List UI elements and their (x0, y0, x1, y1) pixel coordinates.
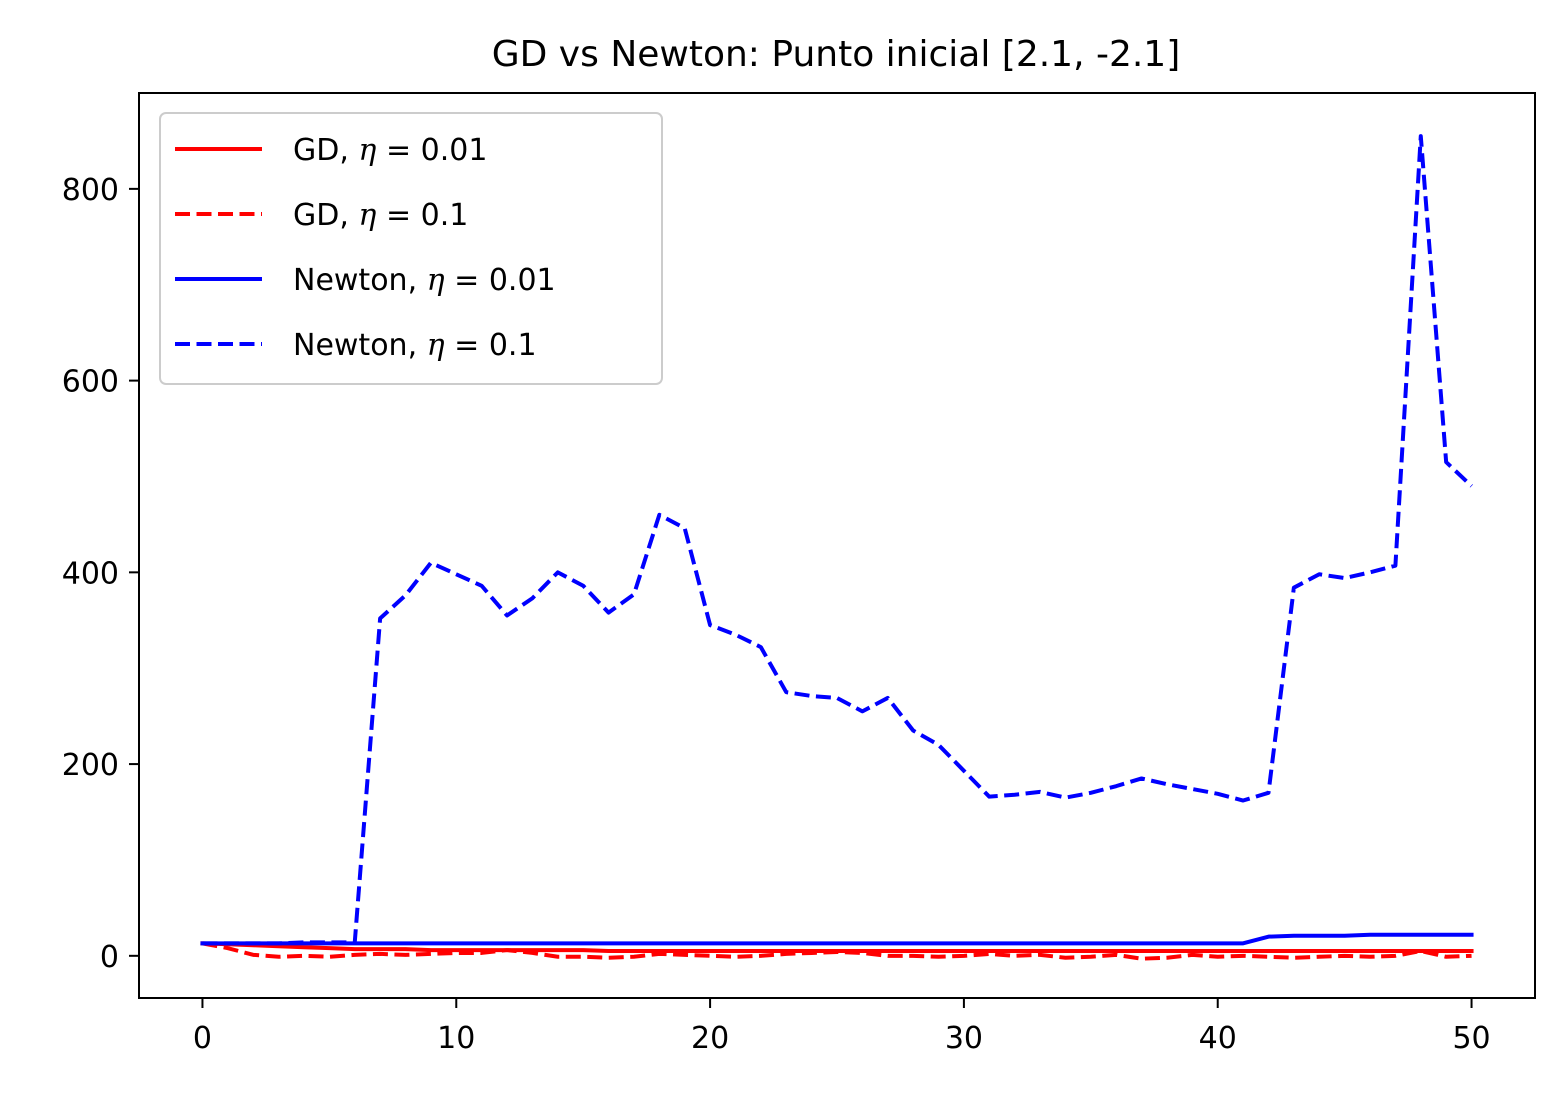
series-line-3 (200, 932, 1474, 946)
y-tick-label: 200 (62, 748, 119, 783)
x-tick-label: 20 (691, 1021, 729, 1056)
series-layer (200, 134, 1474, 961)
y-tick-label: 400 (62, 556, 119, 591)
chart-title: GD vs Newton: Punto inicial [2.1, -2.1] (492, 34, 1181, 75)
legend-entry: GD, η = 0.1 (175, 198, 468, 233)
x-tick-label: 0 (193, 1021, 212, 1056)
legend-entry: GD, η = 0.01 (175, 133, 487, 168)
legend-entry: Newton, η = 0.01 (175, 263, 556, 298)
legend-label: Newton, η = 0.1 (293, 328, 537, 363)
legend-label: Newton, η = 0.01 (293, 263, 556, 298)
plot-frame (138, 92, 1536, 999)
y-tick-label: 0 (100, 940, 119, 975)
x-tick-label: 50 (1452, 1021, 1490, 1056)
x-tick-label: 10 (437, 1021, 475, 1056)
x-tick-label: 30 (945, 1021, 983, 1056)
legend-entry: Newton, η = 0.1 (175, 328, 537, 363)
legend-label: GD, η = 0.01 (293, 133, 487, 168)
legend-label: GD, η = 0.1 (293, 198, 468, 233)
series-line-4 (202, 134, 1473, 946)
legend: GD, η = 0.01 GD, η = 0.1 Newton, η = 0.01 N… (159, 112, 663, 385)
x-axis: 0 10 20 30 40 50 (193, 998, 1491, 1056)
series-line-2 (202, 941, 1472, 961)
y-tick-label: 600 (62, 365, 119, 400)
legend-box (159, 112, 663, 385)
legend-entries: GD, η = 0.01 GD, η = 0.1 Newton, η = 0.01 N… (175, 133, 556, 363)
x-tick-label: 40 (1199, 1021, 1237, 1056)
y-tick-label: 800 (62, 173, 119, 208)
y-axis: 0 200 400 600 800 (62, 173, 139, 975)
